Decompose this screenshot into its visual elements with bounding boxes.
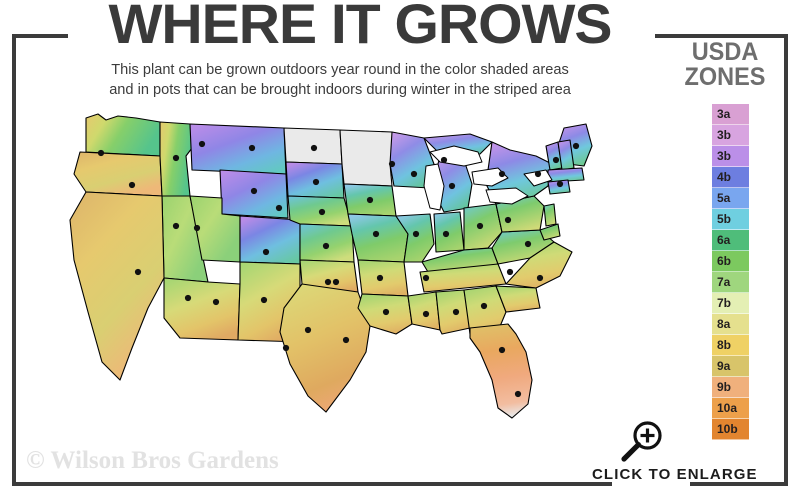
usda-zone-legend: 3a 3b 3b 4b 5a 5b 6a 6b 7a 7b 8a 8b 9a 9b 10a 10b — [712, 104, 749, 440]
legend-zone-8b-11: 8b — [712, 335, 749, 356]
legend-zone-label: 9b — [717, 380, 732, 394]
legend-zone-5b-5: 5b — [712, 209, 749, 230]
legend-zone-label: 9a — [717, 359, 731, 373]
subtitle-line-2: and in pots that can be brought indoors … — [109, 82, 571, 98]
legend-zone-10b-15: 10b — [712, 419, 749, 440]
frame-border-top-left — [12, 34, 68, 38]
page-subtitle: This plant can be grown outdoors year ro… — [52, 60, 628, 100]
legend-zone-label: 10a — [717, 401, 738, 415]
legend-zone-9a-12: 9a — [712, 356, 749, 377]
frame-border-left — [12, 34, 16, 486]
legend-zone-3b-2: 3b — [712, 146, 749, 167]
legend-heading-line-2: ZONES — [684, 63, 766, 91]
legend-zone-6a-6: 6a — [712, 230, 749, 251]
legend-zone-9b-13: 9b — [712, 377, 749, 398]
legend-zone-7b-9: 7b — [712, 293, 749, 314]
usda-hardiness-zone-map-usa[interactable] — [40, 112, 660, 472]
frame-border-top-right — [655, 34, 788, 38]
frame-border-bottom-right — [690, 482, 788, 486]
legend-heading: USDA ZONES — [666, 40, 784, 90]
legend-zone-label: 3a — [717, 107, 731, 121]
legend-zone-7a-8: 7a — [712, 272, 749, 293]
magnifier-plus-icon[interactable] — [620, 418, 666, 464]
city-marker-group — [97, 140, 580, 398]
legend-zone-4b-3: 4b — [712, 167, 749, 188]
page-title: WHERE IT GROWS — [108, 0, 613, 55]
legend-zone-3a-0: 3a — [712, 104, 749, 125]
legend-zone-label: 5b — [717, 212, 732, 226]
subtitle-line-1: This plant can be grown outdoors year ro… — [111, 62, 569, 78]
legend-zone-label: 7b — [717, 296, 732, 310]
legend-zone-label: 8a — [717, 317, 731, 331]
legend-zone-label: 3b — [717, 128, 732, 142]
legend-zone-label: 10b — [717, 422, 738, 436]
legend-zone-label: 6a — [717, 233, 731, 247]
legend-zone-6b-7: 6b — [712, 251, 749, 272]
frame-border-bottom-left — [12, 482, 612, 486]
legend-zone-3b-1: 3b — [712, 125, 749, 146]
legend-zone-10a-14: 10a — [712, 398, 749, 419]
legend-zone-8a-10: 8a — [712, 314, 749, 335]
legend-zone-label: 4b — [717, 170, 732, 184]
legend-zone-label: 6b — [717, 254, 732, 268]
click-to-enlarge-label[interactable]: CLICK TO ENLARGE — [592, 466, 758, 483]
legend-heading-line-1: USDA — [691, 38, 759, 66]
watermark-credit: © Wilson Bros Gardens — [26, 447, 279, 474]
legend-zone-label: 3b — [717, 149, 732, 163]
legend-zone-5a-4: 5a — [712, 188, 749, 209]
frame-border-right — [784, 34, 788, 486]
legend-zone-label: 5a — [717, 191, 731, 205]
legend-zone-label: 7a — [717, 275, 731, 289]
legend-zone-label: 8b — [717, 338, 732, 352]
